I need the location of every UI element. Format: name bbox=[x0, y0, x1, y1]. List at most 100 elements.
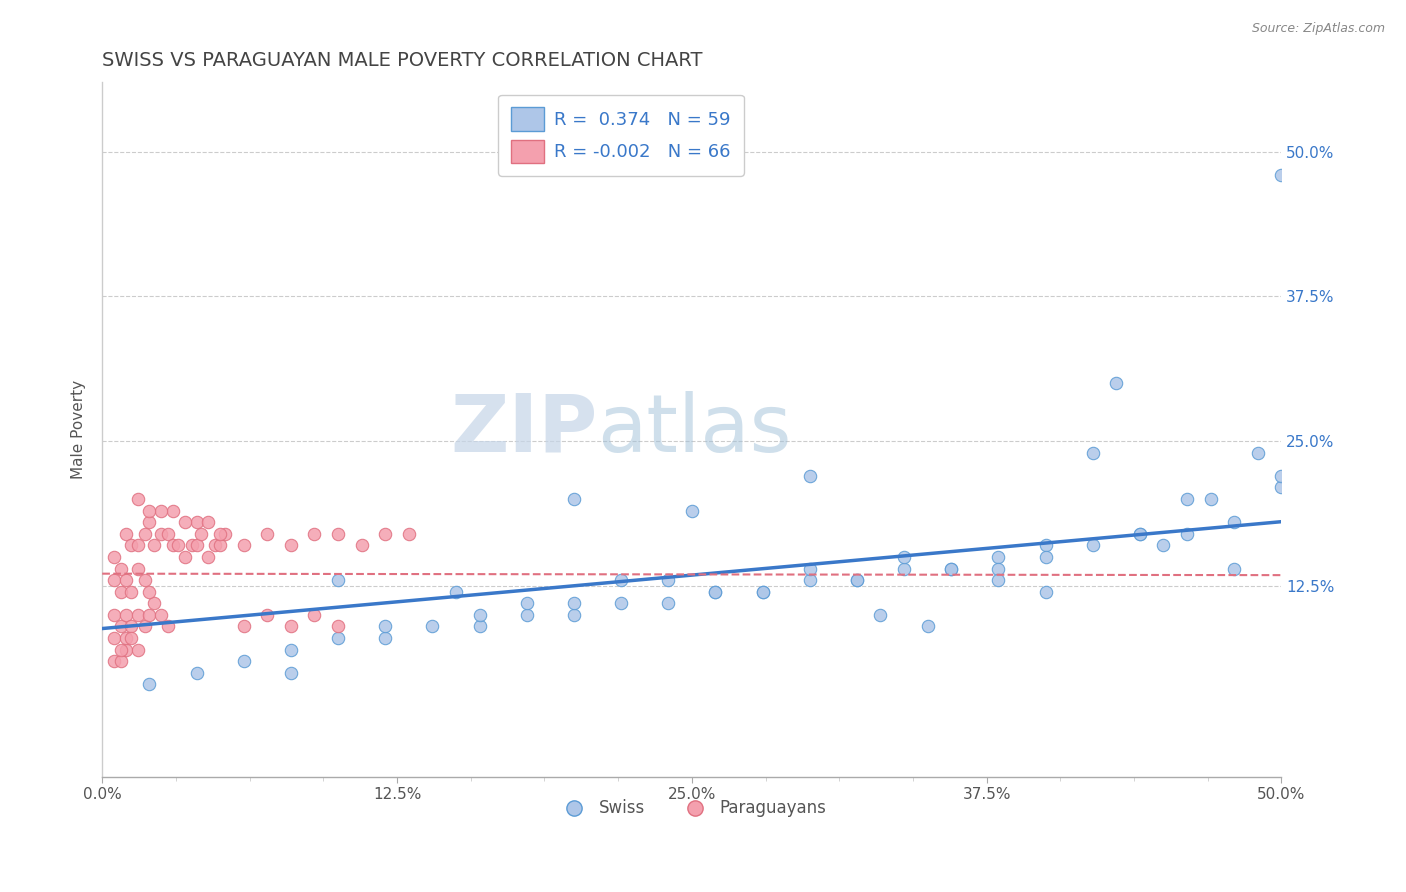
Point bbox=[1223, 561, 1246, 575]
Point bbox=[326, 526, 349, 541]
Point bbox=[103, 607, 125, 622]
Point bbox=[180, 538, 202, 552]
Point bbox=[562, 607, 585, 622]
Point bbox=[326, 573, 349, 587]
Point bbox=[562, 491, 585, 506]
Text: Source: ZipAtlas.com: Source: ZipAtlas.com bbox=[1251, 22, 1385, 36]
Point bbox=[893, 549, 915, 564]
Point bbox=[214, 526, 236, 541]
Point bbox=[232, 538, 254, 552]
Point bbox=[110, 642, 132, 657]
Point bbox=[173, 515, 195, 529]
Point bbox=[103, 631, 125, 645]
Point bbox=[516, 596, 538, 610]
Point bbox=[138, 607, 160, 622]
Legend: Swiss, Paraguayans: Swiss, Paraguayans bbox=[550, 793, 834, 824]
Point bbox=[150, 526, 173, 541]
Point bbox=[444, 584, 467, 599]
Point bbox=[704, 584, 727, 599]
Point bbox=[1081, 538, 1104, 552]
Point bbox=[799, 561, 821, 575]
Point bbox=[120, 619, 142, 633]
Point bbox=[110, 619, 132, 633]
Point bbox=[799, 573, 821, 587]
Point bbox=[1247, 446, 1270, 460]
Point bbox=[138, 677, 160, 691]
Point bbox=[138, 503, 160, 517]
Point bbox=[941, 561, 963, 575]
Point bbox=[1270, 469, 1292, 483]
Point bbox=[468, 619, 491, 633]
Point bbox=[869, 607, 891, 622]
Point bbox=[134, 619, 156, 633]
Point bbox=[941, 561, 963, 575]
Point bbox=[256, 526, 278, 541]
Point bbox=[114, 573, 136, 587]
Point bbox=[232, 619, 254, 633]
Point bbox=[103, 573, 125, 587]
Point bbox=[120, 631, 142, 645]
Point bbox=[610, 596, 633, 610]
Point bbox=[398, 526, 420, 541]
Point bbox=[162, 503, 184, 517]
Point bbox=[562, 596, 585, 610]
Point bbox=[204, 538, 226, 552]
Point bbox=[799, 469, 821, 483]
Point bbox=[197, 549, 219, 564]
Point bbox=[256, 607, 278, 622]
Point bbox=[114, 631, 136, 645]
Point bbox=[1153, 538, 1175, 552]
Point bbox=[120, 584, 142, 599]
Point bbox=[1081, 446, 1104, 460]
Point bbox=[610, 573, 633, 587]
Point bbox=[657, 596, 679, 610]
Point bbox=[232, 654, 254, 668]
Point bbox=[120, 538, 142, 552]
Text: ZIP: ZIP bbox=[450, 391, 598, 468]
Point bbox=[1035, 538, 1057, 552]
Point bbox=[103, 549, 125, 564]
Point bbox=[134, 526, 156, 541]
Point bbox=[138, 515, 160, 529]
Point bbox=[110, 561, 132, 575]
Point bbox=[110, 584, 132, 599]
Point bbox=[209, 538, 232, 552]
Point bbox=[186, 665, 208, 680]
Point bbox=[751, 584, 773, 599]
Point bbox=[751, 584, 773, 599]
Point bbox=[845, 573, 868, 587]
Point bbox=[157, 526, 180, 541]
Point bbox=[197, 515, 219, 529]
Point bbox=[127, 561, 149, 575]
Point bbox=[103, 654, 125, 668]
Point bbox=[1105, 376, 1128, 391]
Point bbox=[350, 538, 373, 552]
Point bbox=[704, 584, 727, 599]
Point bbox=[150, 503, 173, 517]
Point bbox=[917, 619, 939, 633]
Point bbox=[1270, 481, 1292, 495]
Point bbox=[280, 619, 302, 633]
Text: atlas: atlas bbox=[598, 391, 792, 468]
Point bbox=[186, 538, 208, 552]
Point bbox=[114, 607, 136, 622]
Point bbox=[127, 538, 149, 552]
Point bbox=[374, 526, 396, 541]
Point bbox=[1175, 526, 1198, 541]
Point bbox=[127, 607, 149, 622]
Point bbox=[173, 549, 195, 564]
Point bbox=[1223, 515, 1246, 529]
Point bbox=[516, 607, 538, 622]
Point bbox=[157, 619, 180, 633]
Point bbox=[162, 538, 184, 552]
Point bbox=[468, 607, 491, 622]
Point bbox=[114, 642, 136, 657]
Text: SWISS VS PARAGUAYAN MALE POVERTY CORRELATION CHART: SWISS VS PARAGUAYAN MALE POVERTY CORRELA… bbox=[103, 51, 703, 70]
Point bbox=[681, 503, 703, 517]
Point bbox=[1199, 491, 1222, 506]
Point bbox=[190, 526, 212, 541]
Point bbox=[845, 573, 868, 587]
Point bbox=[1129, 526, 1152, 541]
Point bbox=[893, 561, 915, 575]
Point bbox=[1035, 584, 1057, 599]
